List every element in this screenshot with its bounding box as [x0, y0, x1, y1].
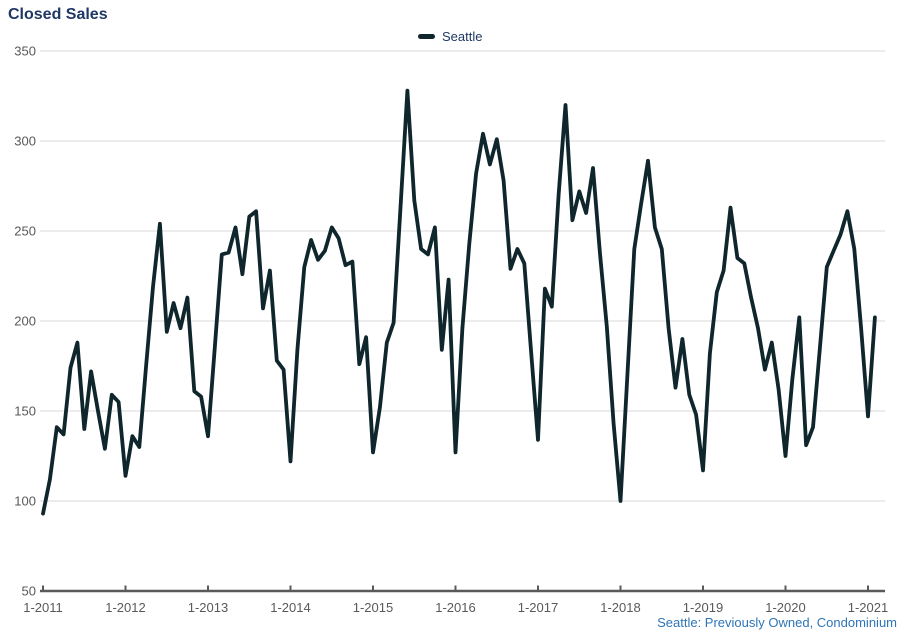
seattle-series-line: [41, 88, 877, 516]
x-tick-label-1-2018: 1-2018: [600, 600, 640, 615]
x-tick-label-1-2011: 1-2011: [23, 600, 63, 615]
x-tick-label-1-2021: 1-2021: [848, 600, 888, 615]
x-tick-label-1-2012: 1-2012: [105, 600, 145, 615]
x-tick-label-1-2016: 1-2016: [435, 600, 475, 615]
x-tick-label-1-2019: 1-2019: [683, 600, 723, 615]
page-title: Closed Sales: [8, 6, 108, 23]
y-tick-label-100: 100: [14, 494, 36, 509]
x-tick-label-1-2013: 1-2013: [188, 600, 228, 615]
legend-label: Seattle: [442, 29, 483, 44]
legend-line-swatch: [418, 34, 435, 39]
y-tick-label-300: 300: [14, 134, 36, 149]
source-caption: Seattle: Previously Owned, Condominium: [657, 615, 897, 630]
x-tick-label-1-2014: 1-2014: [270, 600, 310, 615]
legend: Seattle: [418, 29, 482, 44]
x-tick-label-1-2015: 1-2015: [353, 600, 393, 615]
y-tick-label-150: 150: [14, 404, 36, 419]
x-tick-label-1-2020: 1-2020: [765, 600, 805, 615]
y-tick-label-50: 50: [22, 584, 36, 599]
y-tick-label-350: 350: [14, 44, 36, 59]
x-tick-label-1-2017: 1-2017: [518, 600, 558, 615]
y-tick-label-200: 200: [14, 314, 36, 329]
y-tick-label-250: 250: [14, 224, 36, 239]
